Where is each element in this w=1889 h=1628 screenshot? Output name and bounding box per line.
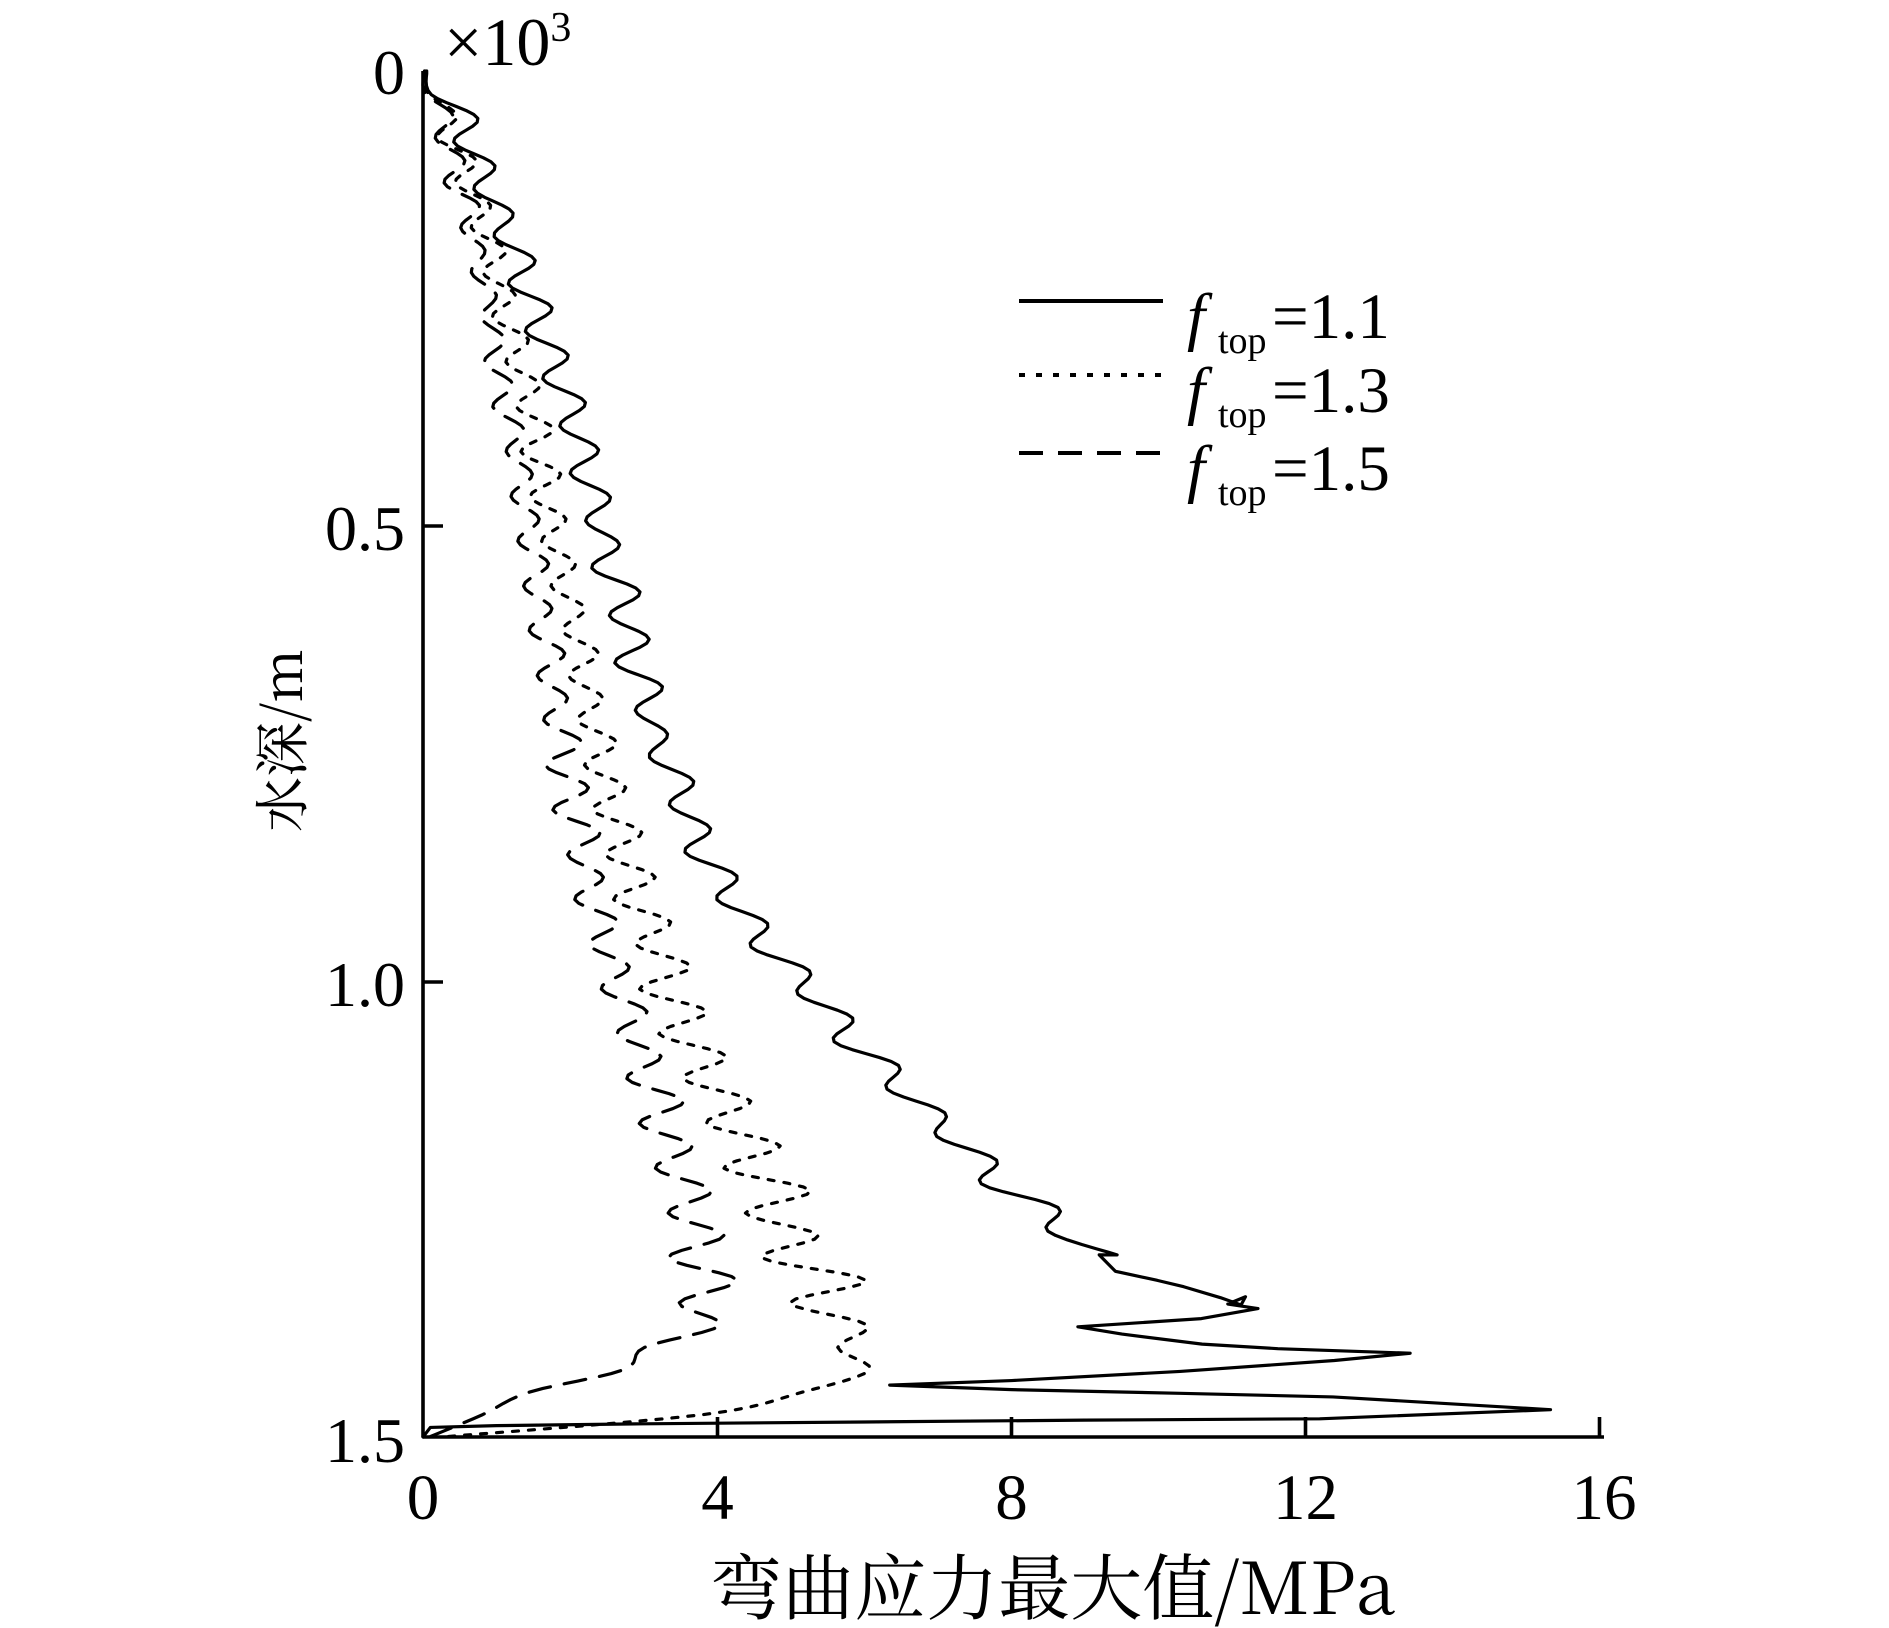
svg-text:=1.5: =1.5 [1272,433,1390,505]
svg-text:=1.1: =1.1 [1272,281,1390,353]
svg-text:f: f [1187,355,1213,427]
svg-text:top: top [1218,320,1267,362]
svg-text:0: 0 [373,37,405,108]
svg-text:8: 8 [995,1462,1028,1534]
svg-text:4: 4 [701,1462,734,1534]
svg-text:f: f [1187,281,1213,353]
svg-text:12: 12 [1273,1462,1338,1534]
svg-text:top: top [1218,472,1267,514]
svg-text:=1.3: =1.3 [1272,355,1390,427]
svg-text:0.5: 0.5 [325,493,405,564]
svg-text:1.0: 1.0 [325,949,405,1020]
svg-text:弯曲应力最大值/MPa: 弯曲应力最大值/MPa [710,1531,1395,1628]
svg-text:×103: ×103 [444,4,571,80]
svg-text:top: top [1218,394,1267,436]
svg-text:f: f [1187,433,1213,505]
svg-text:0: 0 [407,1462,440,1534]
svg-text:1.5: 1.5 [325,1405,405,1476]
svg-text:16: 16 [1572,1462,1637,1534]
